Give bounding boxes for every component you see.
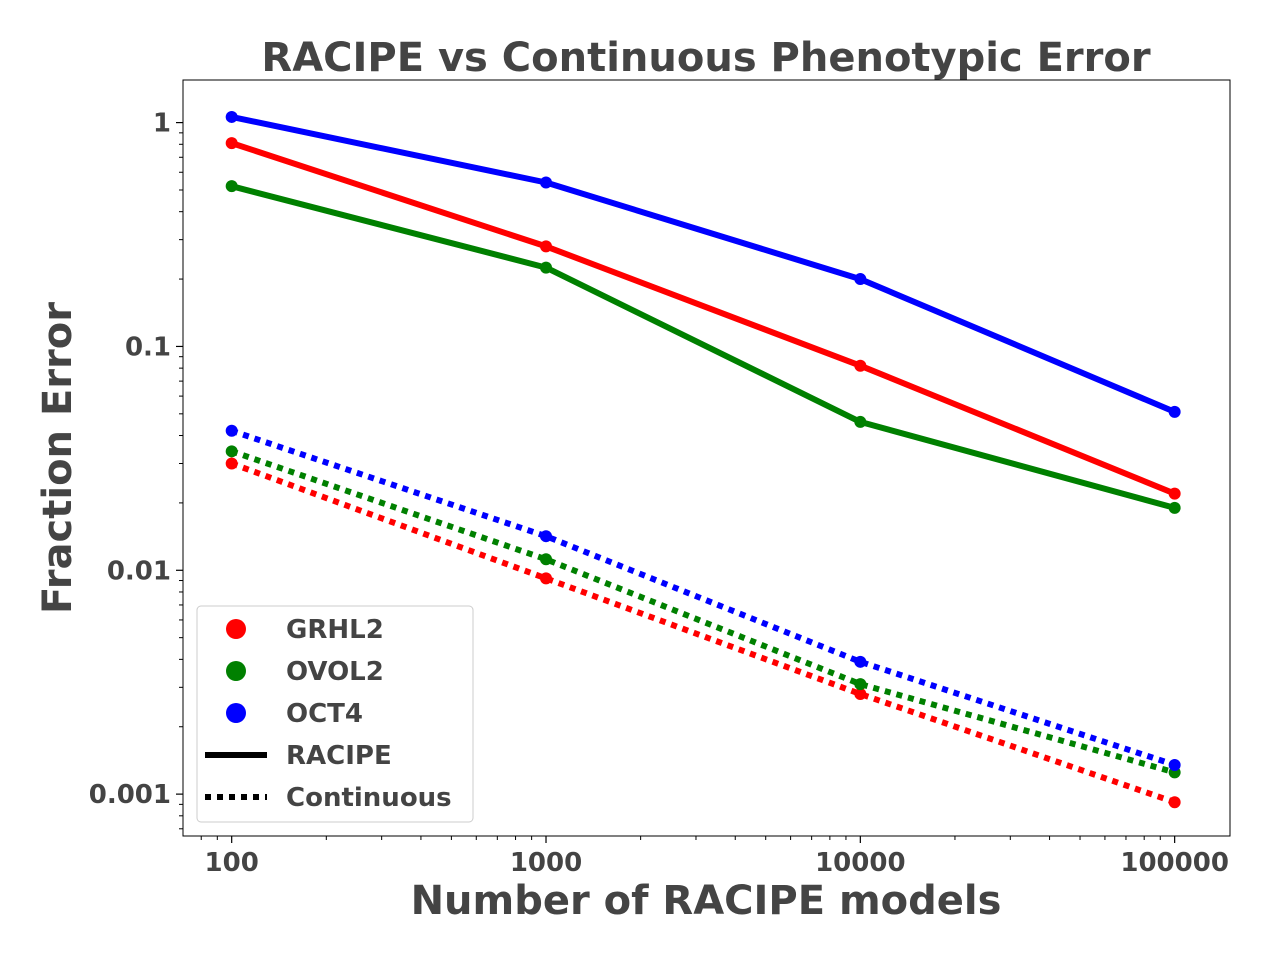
plot-frame xyxy=(182,79,1231,837)
y-axis-label: Fraction Error xyxy=(35,302,81,614)
data-point-grhl2-continuous xyxy=(225,457,238,470)
data-point-ovol2-racipe xyxy=(225,180,238,193)
legend-box xyxy=(196,605,474,823)
legend-label-grhl2: GRHL2 xyxy=(286,615,384,645)
x-tick-label: 100000 xyxy=(1120,848,1229,878)
legend-marker-grhl2 xyxy=(226,619,246,639)
data-point-oct4-racipe xyxy=(1168,405,1181,418)
data-point-ovol2-racipe xyxy=(540,261,553,274)
series-points xyxy=(225,110,1181,809)
data-point-ovol2-continuous xyxy=(225,445,238,458)
y-tick-label: 0.001 xyxy=(89,780,171,810)
minor-ticks xyxy=(179,132,1161,840)
legend: GRHL2 OVOL2 OCT4 RACIPE Continuous xyxy=(196,605,474,823)
x-tick-labels: 100 1000 10000 100000 xyxy=(205,848,1229,878)
legend-marker-ovol2 xyxy=(226,661,246,681)
chart-title: RACIPE vs Continuous Phenotypic Error xyxy=(261,35,1150,81)
x-axis-label: Number of RACIPE models xyxy=(411,878,1002,924)
legend-label-oct4: OCT4 xyxy=(286,699,363,729)
data-point-oct4-continuous xyxy=(854,655,867,668)
data-point-oct4-continuous xyxy=(225,424,238,437)
data-point-grhl2-racipe xyxy=(854,359,867,372)
series-line-grhl2-racipe xyxy=(228,140,1178,497)
major-ticks xyxy=(176,122,1176,843)
x-tick-label: 10000 xyxy=(815,848,905,878)
series-lines xyxy=(228,113,1178,806)
data-point-ovol2-continuous xyxy=(854,678,867,691)
data-point-grhl2-racipe xyxy=(1168,487,1181,500)
data-point-ovol2-racipe xyxy=(854,415,867,428)
legend-label-racipe: RACIPE xyxy=(286,741,392,771)
y-tick-label: 1 xyxy=(153,109,171,139)
data-point-oct4-racipe xyxy=(225,110,238,123)
legend-marker-oct4 xyxy=(226,703,246,723)
y-tick-label: 0.01 xyxy=(107,556,171,586)
series-line-oct4-racipe xyxy=(228,113,1178,415)
series-line-ovol2-continuous xyxy=(230,448,1176,776)
series-line-ovol2-racipe xyxy=(228,183,1178,511)
data-point-oct4-racipe xyxy=(854,273,867,286)
legend-label-continuous: Continuous xyxy=(286,783,452,813)
data-point-grhl2-continuous xyxy=(854,688,867,701)
data-point-grhl2-continuous xyxy=(540,572,553,585)
data-point-ovol2-continuous xyxy=(540,553,553,566)
x-tick-label: 100 xyxy=(205,848,259,878)
data-point-ovol2-racipe xyxy=(1168,501,1181,514)
data-point-grhl2-racipe xyxy=(225,137,238,150)
y-tick-label: 0.1 xyxy=(125,332,171,362)
data-point-oct4-racipe xyxy=(540,176,553,189)
data-point-grhl2-continuous xyxy=(1168,796,1181,809)
data-point-oct4-continuous xyxy=(540,530,553,543)
legend-label-ovol2: OVOL2 xyxy=(286,657,384,687)
x-tick-label: 1000 xyxy=(510,848,582,878)
y-tick-labels: 1 0.1 0.01 0.001 xyxy=(89,109,171,811)
data-point-oct4-continuous xyxy=(1168,758,1181,771)
data-point-grhl2-racipe xyxy=(540,240,553,253)
